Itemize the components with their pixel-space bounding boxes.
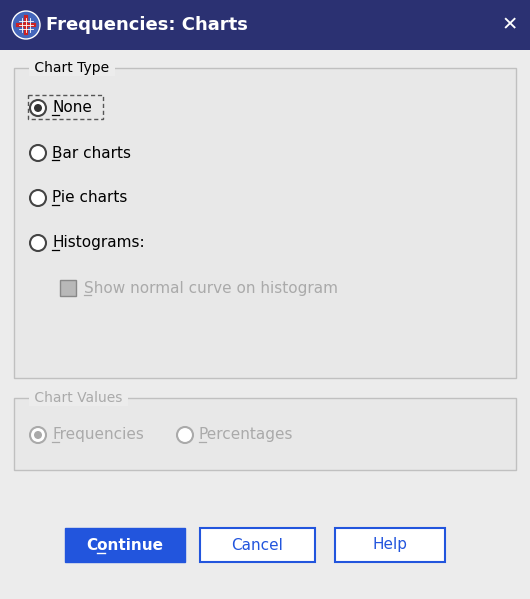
Text: Show normal curve on histogram: Show normal curve on histogram — [84, 280, 338, 295]
Bar — [14, 68, 516, 378]
Text: None: None — [52, 101, 92, 116]
Bar — [14, 398, 516, 470]
Text: ✕: ✕ — [502, 16, 518, 35]
Text: Cancel: Cancel — [232, 537, 284, 552]
Bar — [65, 528, 185, 562]
Text: Help: Help — [373, 537, 408, 552]
Text: Bar charts: Bar charts — [52, 146, 131, 161]
Bar — [200, 528, 315, 562]
Circle shape — [30, 427, 46, 443]
Text: Histograms:: Histograms: — [52, 235, 145, 250]
Text: Percentages: Percentages — [199, 428, 294, 443]
Circle shape — [12, 11, 40, 39]
Circle shape — [177, 427, 193, 443]
Circle shape — [30, 100, 46, 116]
Circle shape — [34, 104, 42, 112]
Text: Frequencies: Frequencies — [52, 428, 144, 443]
Text: Frequencies: Charts: Frequencies: Charts — [46, 16, 248, 34]
Circle shape — [30, 145, 46, 161]
Bar — [335, 528, 445, 562]
Circle shape — [30, 190, 46, 206]
Bar — [60, 280, 76, 296]
Text: Chart Values: Chart Values — [30, 391, 127, 405]
Text: Chart Type: Chart Type — [30, 61, 113, 75]
Bar — [0, 0, 530, 50]
Text: Pie charts: Pie charts — [52, 190, 127, 205]
Text: Continue: Continue — [86, 537, 163, 552]
Circle shape — [34, 431, 42, 439]
Circle shape — [30, 235, 46, 251]
